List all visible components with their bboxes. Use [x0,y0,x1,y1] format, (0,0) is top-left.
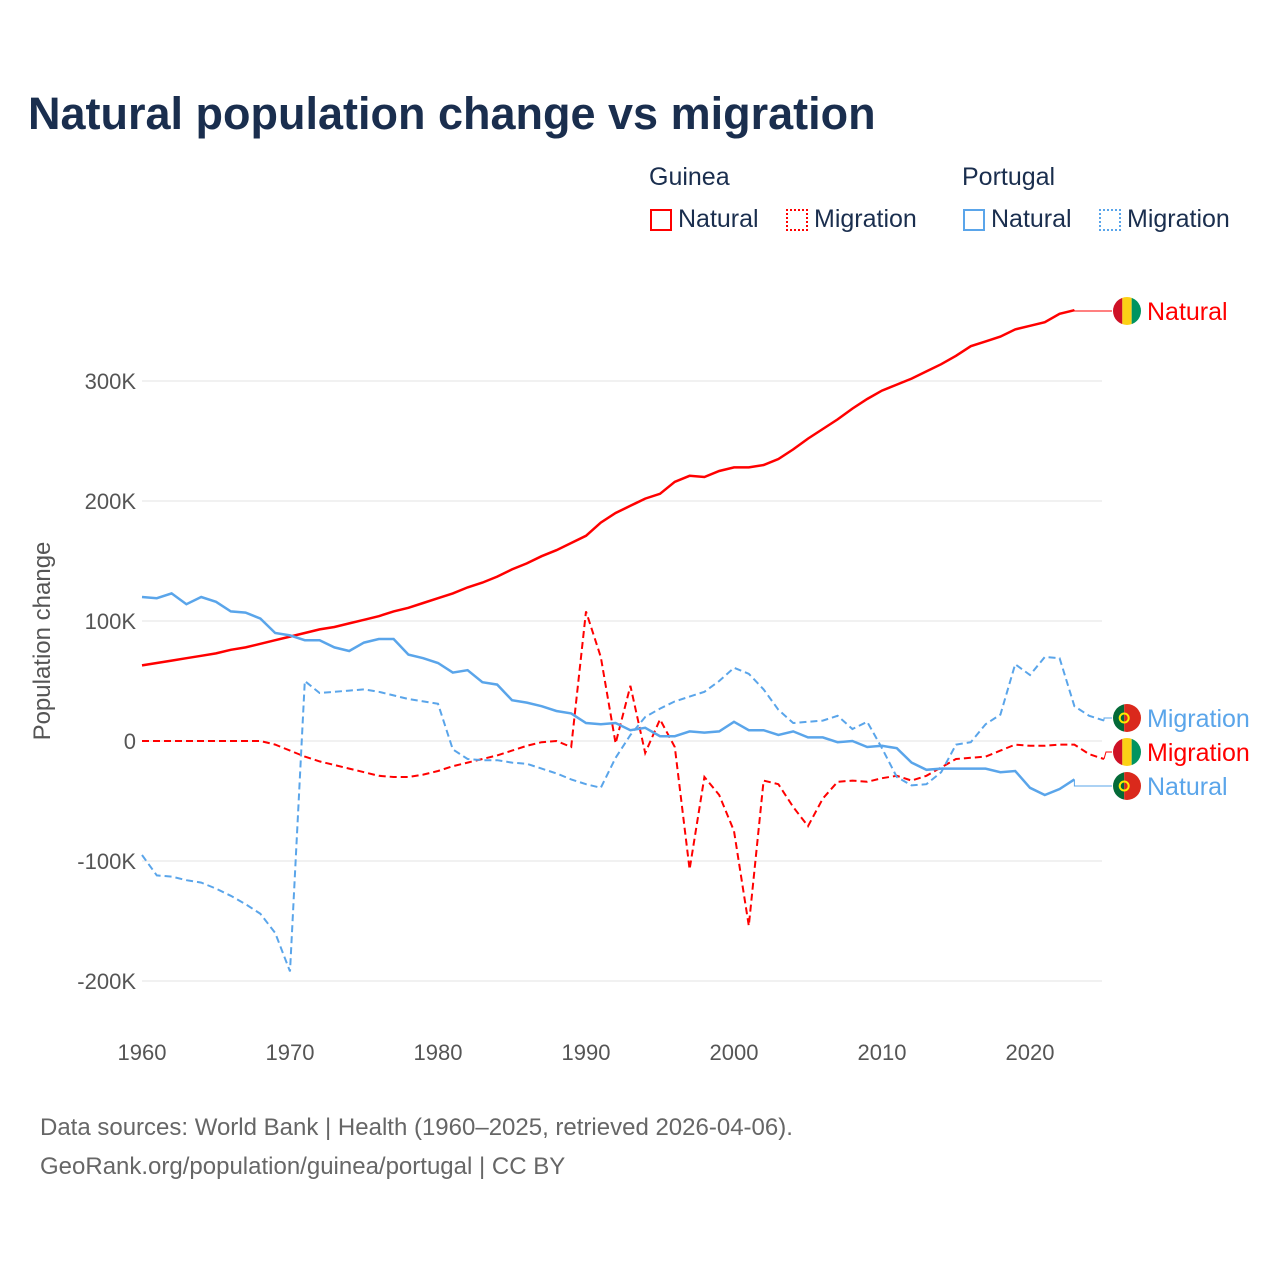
legend-group-guinea: Guinea [649,163,730,191]
y-tick-label: 200K [85,489,137,514]
end-label-connector [1103,717,1112,721]
end-label-guinea-natural: Natural [1147,298,1228,326]
chart-title: Natural population change vs migration [28,88,876,139]
end-label-connector [1073,310,1112,312]
footer-link[interactable]: GeoRank.org/population/guinea/portugal |… [40,1153,566,1180]
end-label-connector [1103,751,1112,760]
end-label-guinea-migration: Migration [1147,739,1250,767]
legend-swatch-dotted-red [786,208,808,231]
legend-guinea-natural[interactable]: Natural [650,205,759,234]
legend-label: Migration [814,205,917,233]
legend-swatch-dotted-blue [1099,208,1121,231]
end-label-connector [1073,779,1112,787]
end-label-portugal-natural: Natural [1147,773,1228,801]
x-tick-label: 1980 [414,1040,463,1065]
portugal-flag-icon [1113,772,1141,800]
legend-swatch-solid-red [650,208,672,231]
y-tick-label: -200K [77,969,136,994]
legend-label: Natural [991,205,1072,233]
legend-label: Migration [1127,205,1230,233]
y-tick-label: -100K [77,849,136,874]
legend-guinea-migration[interactable]: Migration [786,205,917,234]
portugal-flag-icon [1113,704,1141,732]
series-line-portugal-natural [141,592,1076,797]
y-axis-title: Population change [29,542,56,741]
x-tick-label: 2010 [858,1040,907,1065]
footer-sources: Data sources: World Bank | Health (1960–… [40,1114,793,1141]
y-tick-label: 100K [85,609,137,634]
legend-label: Natural [678,205,759,233]
x-tick-label: 1990 [562,1040,611,1065]
guinea-flag-icon [1113,297,1141,325]
end-label-portugal-migration: Migration [1147,705,1250,733]
x-tick-label: 2020 [1006,1040,1055,1065]
x-tick-label: 1960 [118,1040,167,1065]
x-tick-label: 2000 [710,1040,759,1065]
series-line-guinea-natural [141,308,1075,667]
y-tick-label: 300K [85,369,137,394]
guinea-flag-icon [1113,738,1141,766]
series-line-portugal-migration [141,655,1105,972]
legend-group-portugal: Portugal [962,163,1056,191]
series-line-guinea-migration [142,611,1105,926]
footer: Data sources: World Bank | Health (1960–… [40,1108,793,1186]
legend-swatch-solid-blue [963,208,985,231]
x-tick-label: 1970 [266,1040,315,1065]
legend-portugal-migration[interactable]: Migration [1099,205,1230,234]
y-tick-label: 0 [124,729,136,754]
legend-portugal-natural[interactable]: Natural [963,205,1072,234]
